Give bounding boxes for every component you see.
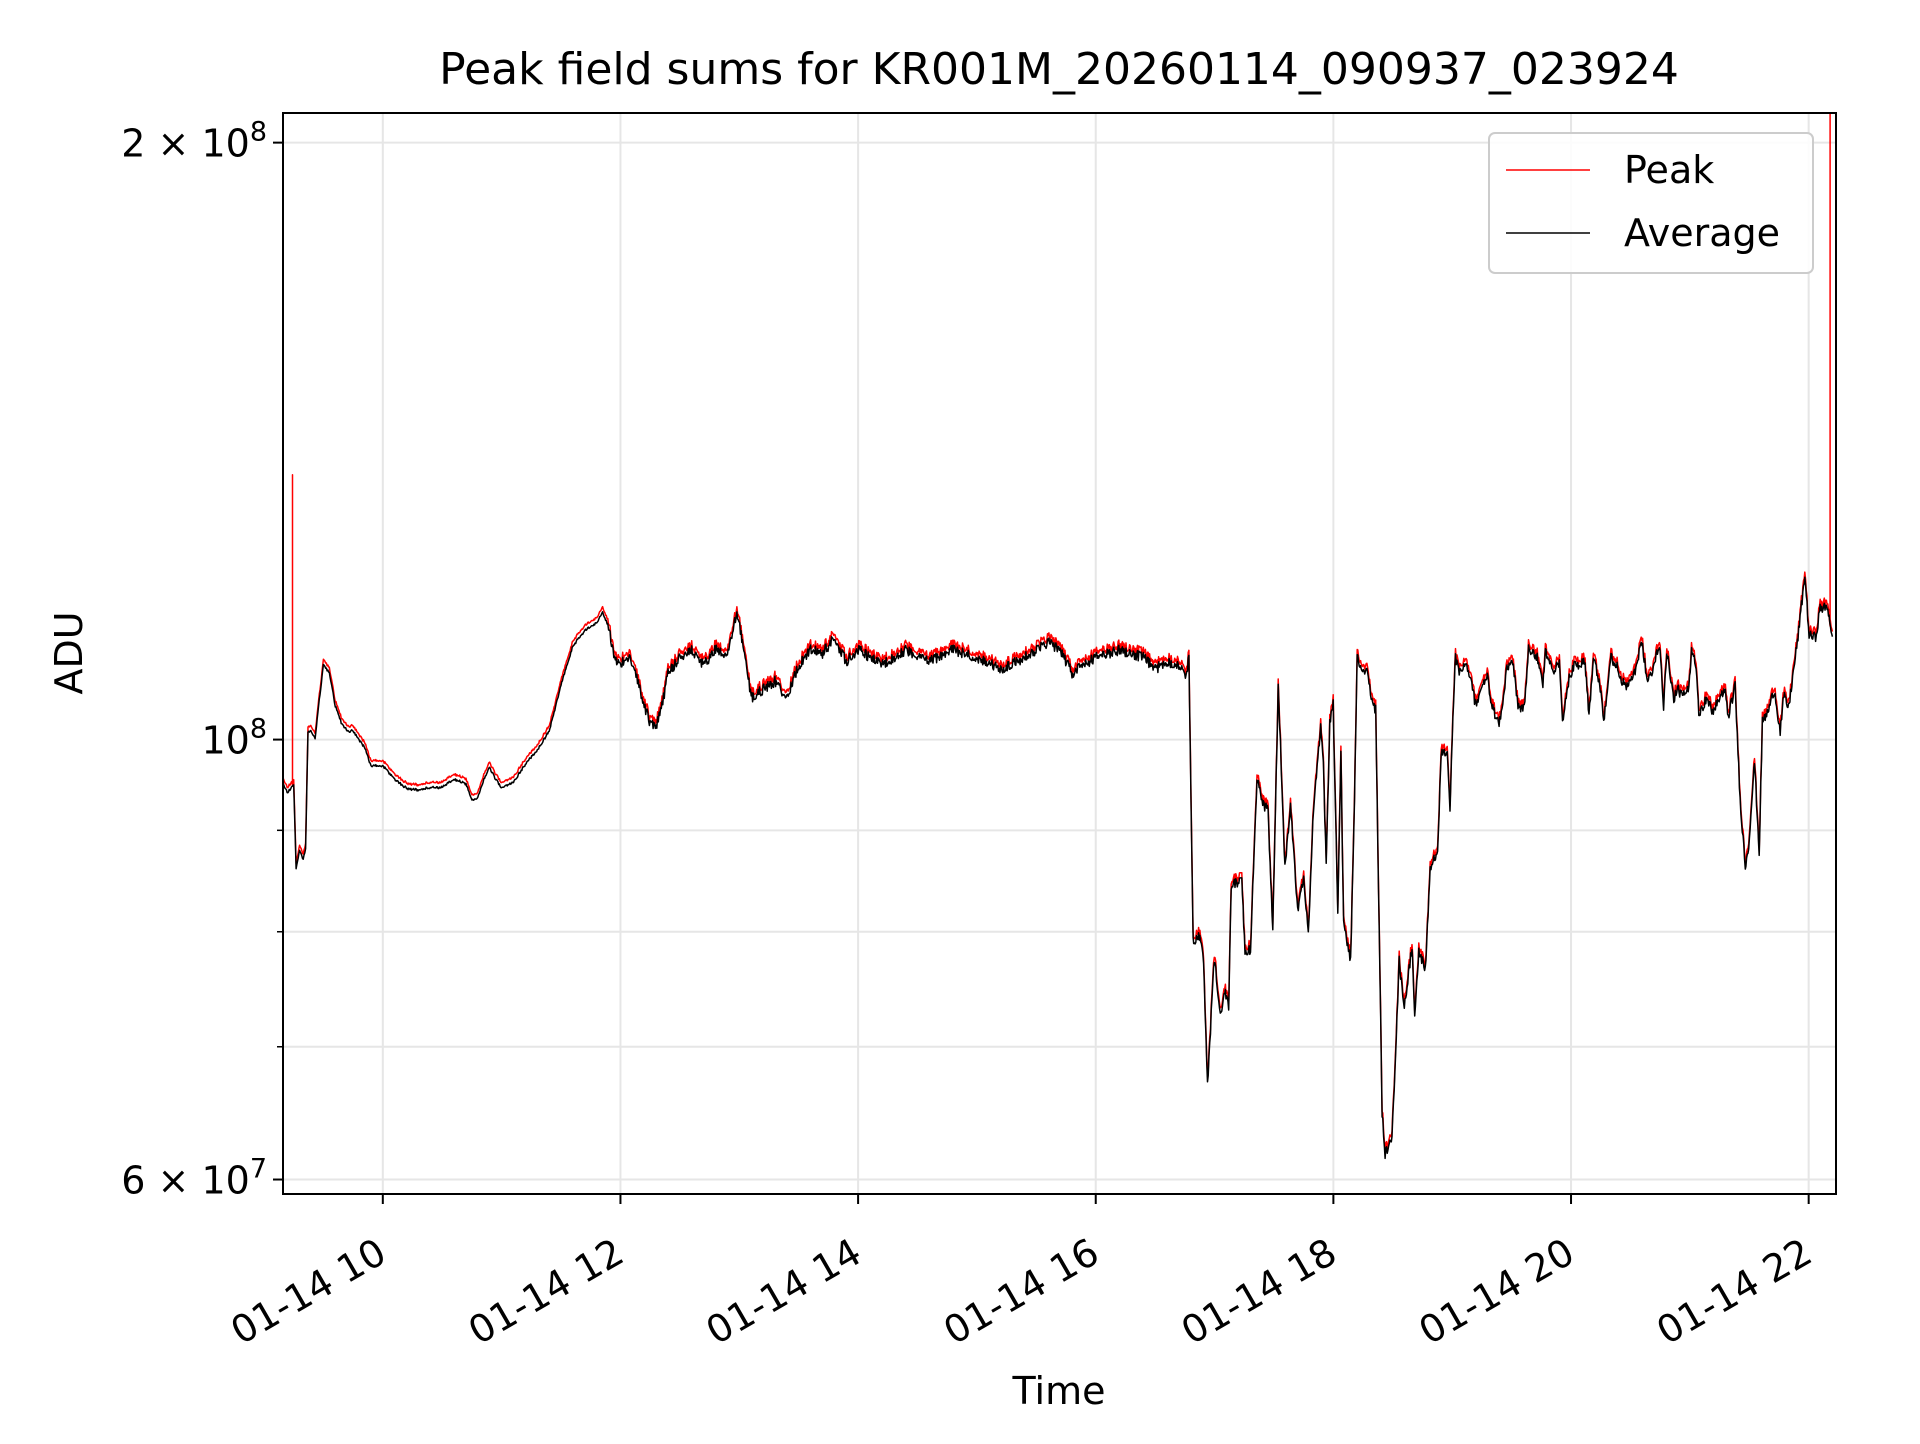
average-series-line — [283, 576, 1834, 1160]
plot-frame — [282, 112, 1837, 1195]
y-tick-label-exponent: 7 — [250, 1154, 267, 1185]
y-tick-label: 108 — [201, 714, 267, 763]
y-tick-label-exponent: 8 — [250, 714, 267, 745]
legend-peak-label: Peak — [1624, 148, 1714, 192]
chart-title: Peak field sums for KR001M_20260114_0909… — [439, 44, 1679, 95]
legend-box — [1488, 132, 1814, 274]
y-tick-label: 2 × 108 — [121, 117, 267, 166]
y-tick-label-base: 2 × 10 — [121, 122, 250, 166]
y-tick-label-exponent: 8 — [250, 117, 267, 148]
plot-background — [283, 113, 1836, 1194]
peak-series-line — [283, 113, 1834, 1154]
legend: Peak Average — [1488, 132, 1814, 274]
data-series — [283, 113, 1834, 1160]
y-tick-label: 6 × 107 — [121, 1154, 267, 1203]
y-tick-label-base: 10 — [201, 719, 249, 763]
legend-average-label: Average — [1624, 211, 1780, 255]
x-axis-label: Time — [1012, 1369, 1106, 1413]
y-tick-label-base: 6 × 10 — [121, 1159, 250, 1203]
y-axis-label: ADU — [47, 611, 91, 694]
